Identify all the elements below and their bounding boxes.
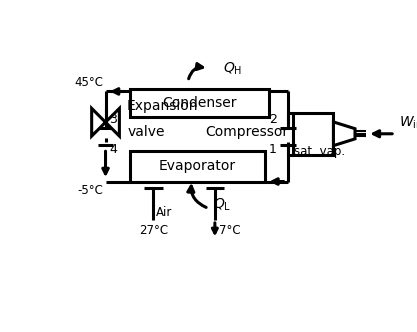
Text: $Q_\mathrm{H}$: $Q_\mathrm{H}$ (223, 60, 242, 77)
Text: -5°C: -5°C (77, 184, 103, 197)
Text: 45°C: 45°C (74, 76, 103, 89)
Text: Expansion: Expansion (127, 99, 198, 113)
Text: $Q_\mathrm{L}$: $Q_\mathrm{L}$ (214, 197, 231, 213)
Text: Condenser: Condenser (162, 96, 237, 110)
Polygon shape (334, 122, 355, 146)
Text: valve: valve (127, 125, 165, 139)
Bar (130, 151, 265, 182)
Text: 27°C: 27°C (139, 224, 168, 237)
Text: 7°C: 7°C (219, 224, 240, 237)
Text: 4: 4 (109, 143, 117, 156)
Text: Evaporator: Evaporator (159, 159, 236, 173)
Text: 3: 3 (109, 113, 117, 126)
Text: Compressor: Compressor (206, 125, 289, 139)
Text: sat. vap.: sat. vap. (294, 145, 345, 158)
Text: 1: 1 (269, 143, 276, 156)
Text: 2: 2 (269, 113, 276, 126)
Bar (130, 89, 269, 117)
Bar (294, 113, 334, 155)
Text: $W_\mathrm{in}$: $W_\mathrm{in}$ (399, 114, 417, 131)
Polygon shape (92, 108, 119, 136)
Text: Air: Air (156, 206, 173, 219)
